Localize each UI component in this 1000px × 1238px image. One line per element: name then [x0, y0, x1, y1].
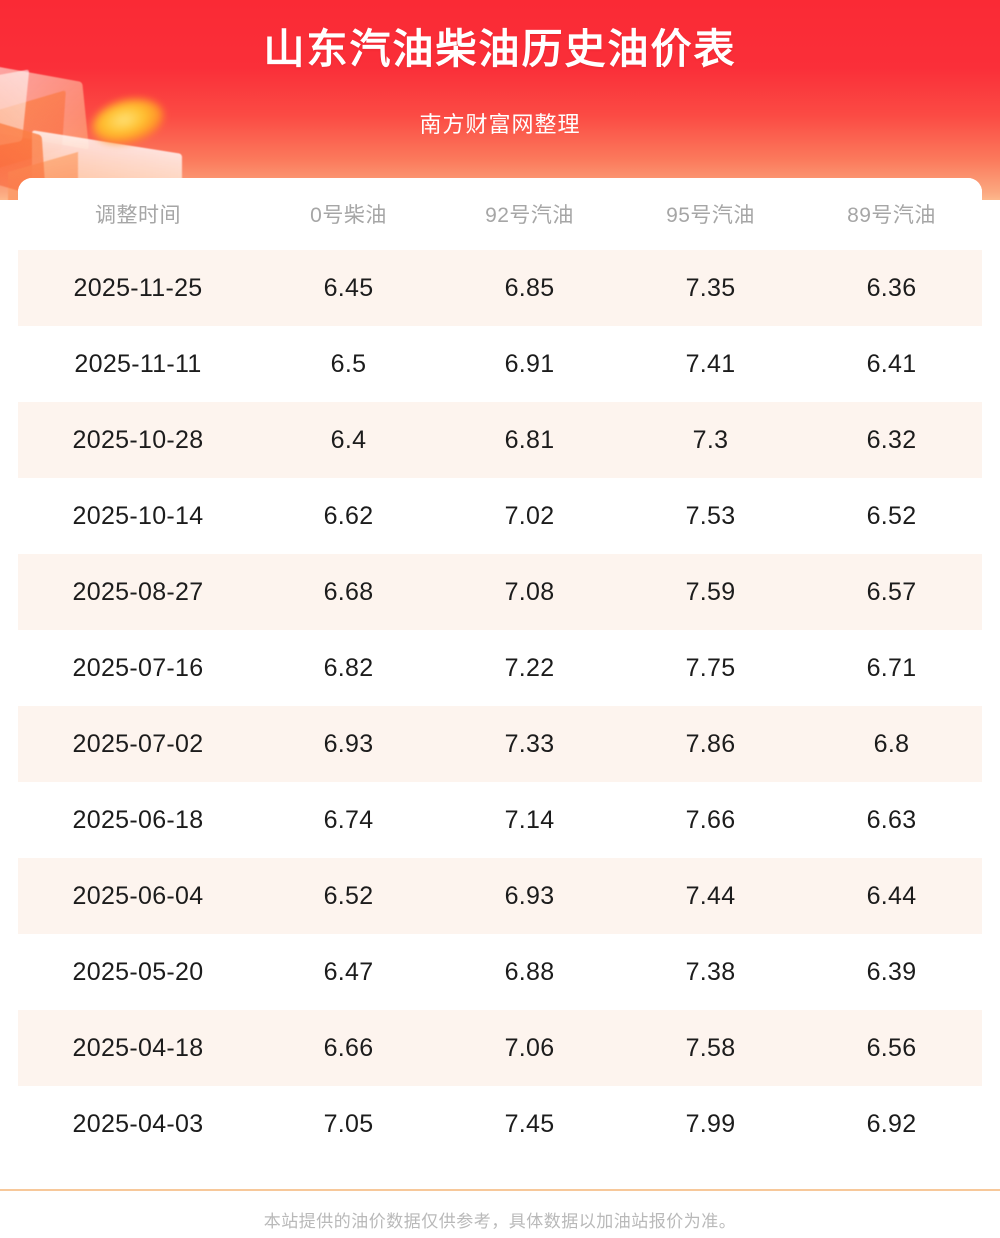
cell-gas89: 6.56 [866, 1033, 917, 1062]
footer-divider [0, 1189, 1000, 1191]
table-body: 2025-11-25 6.45 6.85 7.35 6.36 2025-11-11 6.5 6… [18, 250, 982, 1162]
table-row: 2025-07-16 6.82 7.22 7.75 6.71 [18, 630, 982, 706]
cell-gas95: 7.38 [685, 957, 736, 986]
cell-gas89: 6.63 [866, 805, 917, 834]
cell-gas92: 7.22 [504, 653, 555, 682]
fuel-price-table: 调整时间 0号柴油 92号汽油 95号汽油 89号汽油 2025-11-25 6.… [18, 178, 982, 1162]
cell-diesel0: 6.52 [323, 881, 374, 910]
cell-gas89: 6.36 [866, 273, 917, 302]
cell-gas92: 7.45 [504, 1109, 555, 1138]
cell-date: 2025-06-04 [72, 881, 204, 910]
cell-gas92: 6.88 [504, 957, 555, 986]
cell-gas95: 7.53 [685, 501, 736, 530]
cell-gas95: 7.58 [685, 1033, 736, 1062]
cell-gas95: 7.59 [685, 577, 736, 606]
cell-diesel0: 6.45 [323, 273, 374, 302]
cell-gas89: 6.57 [866, 577, 917, 606]
cell-gas92: 7.08 [504, 577, 555, 606]
cell-date: 2025-11-25 [73, 273, 203, 302]
table-row: 2025-04-18 6.66 7.06 7.58 6.56 [18, 1010, 982, 1086]
cell-diesel0: 6.66 [323, 1033, 374, 1062]
cell-gas95: 7.35 [685, 273, 736, 302]
cell-gas89: 6.8 [873, 729, 910, 758]
cell-gas92: 7.06 [504, 1033, 555, 1062]
cell-gas92: 6.85 [504, 273, 555, 302]
table-row: 2025-06-18 6.74 7.14 7.66 6.63 [18, 782, 982, 858]
cell-date: 2025-10-28 [72, 425, 204, 454]
column-header-gas95: 95号汽油 [620, 178, 801, 250]
cell-diesel0: 6.74 [323, 805, 374, 834]
cell-diesel0: 6.93 [323, 729, 374, 758]
table-header: 调整时间 0号柴油 92号汽油 95号汽油 89号汽油 [18, 178, 982, 250]
cell-gas95: 7.75 [685, 653, 736, 682]
column-header-diesel0: 0号柴油 [258, 178, 439, 250]
table-row: 2025-07-02 6.93 7.33 7.86 6.8 [18, 706, 982, 782]
cell-diesel0: 7.05 [323, 1109, 374, 1138]
cell-gas92: 7.14 [504, 805, 555, 834]
cell-gas95: 7.41 [685, 349, 736, 378]
cell-gas92: 7.33 [504, 729, 555, 758]
cell-date: 2025-11-11 [74, 349, 202, 378]
price-table-card: 调整时间 0号柴油 92号汽油 95号汽油 89号汽油 2025-11-25 6.… [18, 178, 982, 1162]
cell-date: 2025-08-27 [72, 577, 204, 606]
cell-gas89: 6.92 [866, 1109, 917, 1138]
cell-gas95: 7.3 [692, 425, 729, 454]
page-title: 山东汽油柴油历史油价表 [263, 26, 737, 72]
cell-date: 2025-05-20 [72, 957, 204, 986]
table-row: 2025-05-20 6.47 6.88 7.38 6.39 [18, 934, 982, 1010]
table-row: 2025-10-28 6.4 6.81 7.3 6.32 [18, 402, 982, 478]
cell-date: 2025-04-03 [72, 1109, 204, 1138]
cell-gas92: 6.81 [504, 425, 555, 454]
table-row: 2025-11-11 6.5 6.91 7.41 6.41 [18, 326, 982, 402]
cell-diesel0: 6.4 [330, 425, 367, 454]
column-header-gas89: 89号汽油 [801, 178, 982, 250]
cell-gas89: 6.32 [866, 425, 917, 454]
cell-date: 2025-06-18 [72, 805, 204, 834]
cell-diesel0: 6.82 [323, 653, 374, 682]
cell-diesel0: 6.68 [323, 577, 374, 606]
cell-date: 2025-10-14 [72, 501, 204, 530]
table-header-row: 调整时间 0号柴油 92号汽油 95号汽油 89号汽油 [18, 178, 982, 250]
cell-gas95: 7.44 [685, 881, 736, 910]
footer-disclaimer: 本站提供的油价数据仅供参考，具体数据以加油站报价为准。 [263, 1212, 737, 1231]
table-row: 2025-11-25 6.45 6.85 7.35 6.36 [18, 250, 982, 326]
cell-gas89: 6.44 [866, 881, 917, 910]
cell-date: 2025-07-16 [72, 653, 204, 682]
cell-gas89: 6.39 [866, 957, 917, 986]
cell-gas95: 7.99 [685, 1109, 736, 1138]
cell-diesel0: 6.5 [330, 349, 367, 378]
page-subtitle: 南方财富网整理 [419, 112, 581, 137]
cell-date: 2025-07-02 [72, 729, 204, 758]
cell-gas89: 6.71 [866, 653, 917, 682]
cell-gas95: 7.66 [685, 805, 736, 834]
table-row: 2025-04-03 7.05 7.45 7.99 6.92 [18, 1086, 982, 1162]
column-header-date: 调整时间 [18, 178, 258, 250]
cell-gas92: 6.93 [504, 881, 555, 910]
table-row: 2025-10-14 6.62 7.02 7.53 6.52 [18, 478, 982, 554]
table-row: 2025-08-27 6.68 7.08 7.59 6.57 [18, 554, 982, 630]
cell-date: 2025-04-18 [72, 1033, 204, 1062]
cell-gas89: 6.52 [866, 501, 917, 530]
cell-diesel0: 6.62 [323, 501, 374, 530]
cell-gas95: 7.86 [685, 729, 736, 758]
cell-gas92: 6.91 [504, 349, 555, 378]
page-banner: 山东汽油柴油历史油价表 南方财富网整理 [0, 0, 1000, 200]
cell-gas89: 6.41 [866, 349, 917, 378]
column-header-gas92: 92号汽油 [439, 178, 620, 250]
cell-diesel0: 6.47 [323, 957, 374, 986]
table-row: 2025-06-04 6.52 6.93 7.44 6.44 [18, 858, 982, 934]
cell-gas92: 7.02 [504, 501, 555, 530]
